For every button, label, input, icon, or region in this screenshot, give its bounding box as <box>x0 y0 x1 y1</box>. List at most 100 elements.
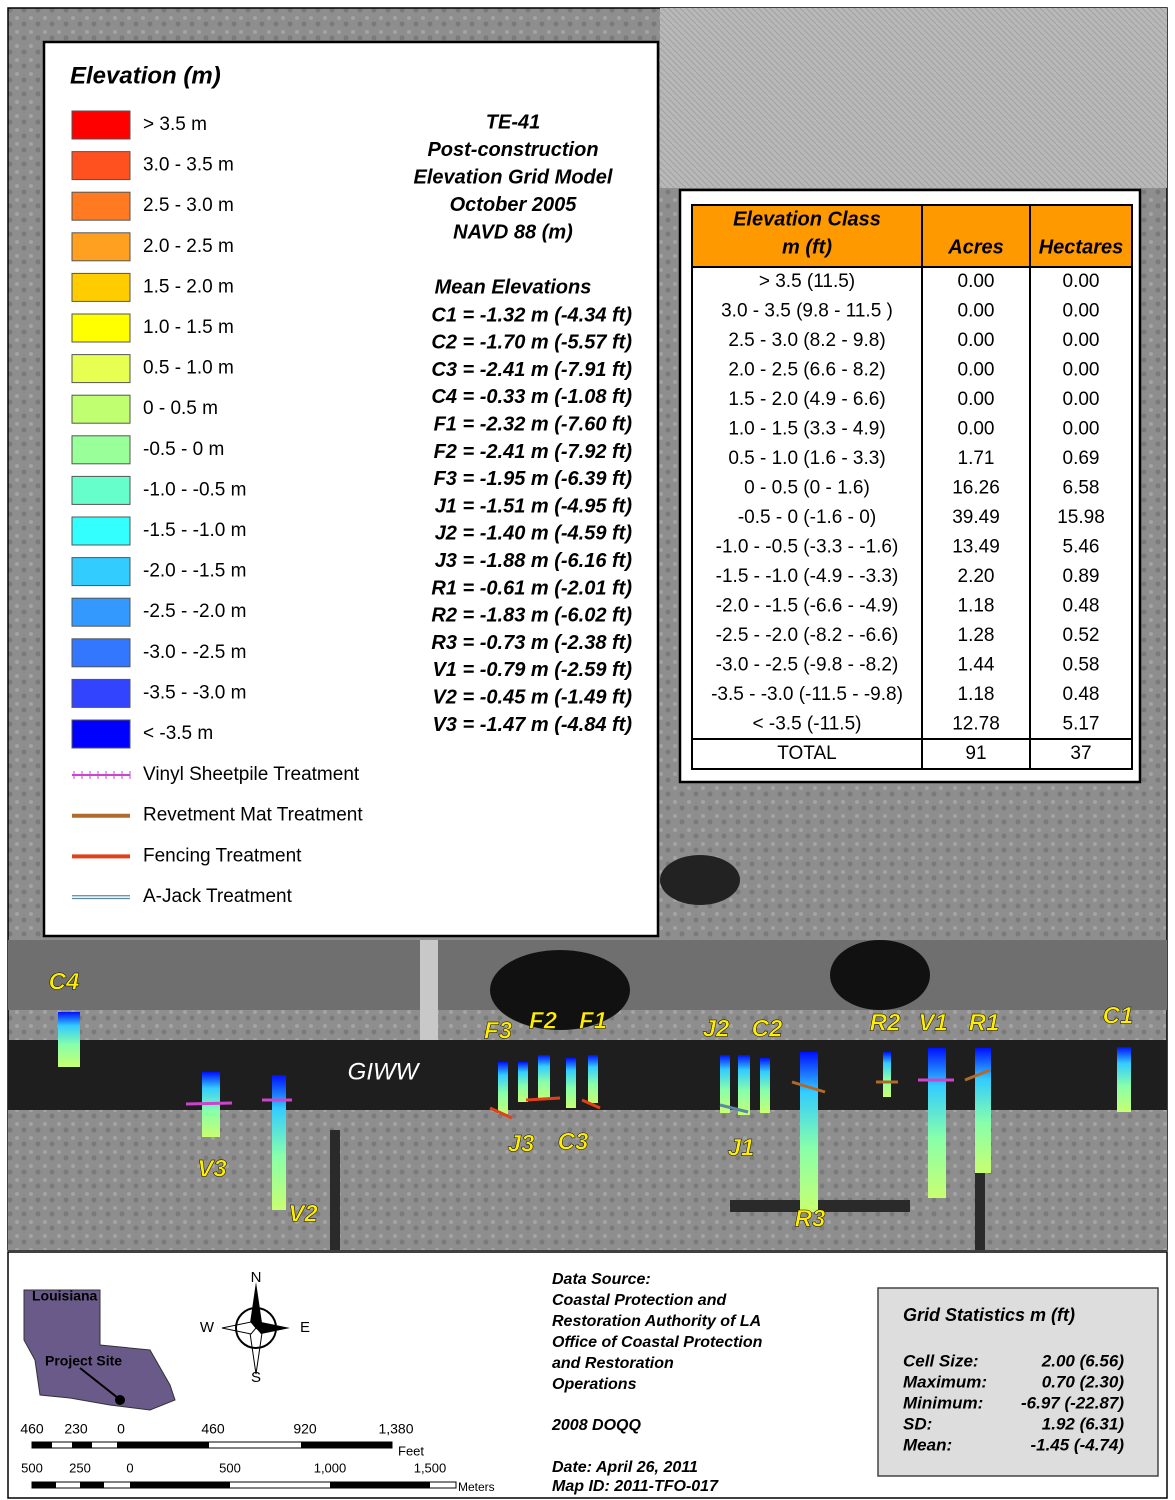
table-cell: > 3.5 (11.5) <box>759 271 855 292</box>
table-cell: 5.46 <box>1063 536 1100 557</box>
table-cell: 2.20 <box>958 566 995 587</box>
legend-label: -1.5 - -1.0 m <box>143 520 246 541</box>
table-cell: 3.0 - 3.5 (9.8 - 11.5 ) <box>721 300 893 321</box>
legend-label: < -3.5 m <box>143 723 213 744</box>
legend-label: 3.0 - 3.5 m <box>143 155 234 176</box>
legend-label: 0.5 - 1.0 m <box>143 358 234 379</box>
elevation-strip <box>975 1048 991 1173</box>
table-cell: 6.58 <box>1063 477 1100 498</box>
scale-label: 500 <box>21 1460 43 1475</box>
table-cell: 15.98 <box>1057 507 1105 528</box>
site-label: C2 <box>752 1015 783 1042</box>
grid-stat-value: -6.97 (-22.87) <box>1021 1393 1124 1412</box>
table-cell: < -3.5 (-11.5) <box>753 713 862 734</box>
mean-elevation: R3 = -0.73 m (-2.38 ft) <box>431 632 632 654</box>
grid-stat-value: 0.70 (2.30) <box>1042 1372 1125 1391</box>
elevation-strip <box>58 1012 80 1067</box>
legend-title: Elevation (m) <box>70 62 221 89</box>
mean-elevation: J3 = -1.88 m (-6.16 ft) <box>435 550 633 572</box>
legend-label: 2.0 - 2.5 m <box>143 236 234 257</box>
site-label: R3 <box>795 1205 826 1232</box>
table-cell: 0.00 <box>958 418 995 439</box>
site-label: C1 <box>1103 1002 1134 1029</box>
legend-line-label: A-Jack Treatment <box>143 886 293 907</box>
table-cell: 0.00 <box>1063 300 1100 321</box>
scale-label: 1,500 <box>414 1460 447 1475</box>
grid-stat-label: Maximum: <box>903 1372 987 1391</box>
grid-stat-label: Mean: <box>903 1435 952 1454</box>
elevation-strip <box>566 1058 576 1108</box>
grid-stat-label: Minimum: <box>903 1393 983 1412</box>
scale-label: 0 <box>126 1460 133 1475</box>
table-cell: 1.44 <box>958 654 995 675</box>
table-cell: 0.89 <box>1063 566 1100 587</box>
compass-letter: W <box>200 1319 215 1336</box>
legend-line-label: Revetment Mat Treatment <box>143 805 363 826</box>
source-line: Coastal Protection and <box>552 1292 727 1309</box>
table-cell: 2.5 - 3.0 (8.2 - 9.8) <box>728 330 885 351</box>
legend-swatch <box>72 598 130 626</box>
table-cell: 16.26 <box>952 477 1000 498</box>
table-header: m (ft) <box>782 236 832 258</box>
source-line: Restoration Authority of LA <box>552 1313 761 1330</box>
site-label: V3 <box>197 1155 227 1182</box>
mean-elevation: C1 = -1.32 m (-4.34 ft) <box>431 304 632 326</box>
site-label: V2 <box>288 1200 318 1227</box>
table-cell: 0.00 <box>958 300 995 321</box>
table-cell: 0 - 0.5 (0 - 1.6) <box>744 477 870 498</box>
mean-elevation: C2 = -1.70 m (-5.57 ft) <box>431 332 632 354</box>
map-title-line: NAVD 88 (m) <box>453 221 573 243</box>
legend-label: 0 - 0.5 m <box>143 398 218 419</box>
scale-unit: Feet <box>398 1443 424 1458</box>
site-label: R2 <box>870 1009 901 1036</box>
legend-swatch <box>72 517 130 545</box>
table-cell: 5.17 <box>1063 713 1100 734</box>
elevation-strip <box>1117 1047 1131 1112</box>
map-title-line: Elevation Grid Model <box>414 166 613 188</box>
elevation-strip <box>883 1052 891 1097</box>
mean-elevation: C3 = -2.41 m (-7.91 ft) <box>431 359 632 381</box>
elevation-strip <box>760 1058 770 1113</box>
grid-stat-value: -1.45 (-4.74) <box>1030 1435 1124 1454</box>
table-cell: 1.28 <box>958 625 995 646</box>
imagery: 2008 DOQQ <box>551 1417 641 1434</box>
legend-label: -2.5 - -2.0 m <box>143 601 246 622</box>
table-cell: 0.48 <box>1063 595 1100 616</box>
site-label: C4 <box>49 968 80 995</box>
site-label: C3 <box>558 1128 589 1155</box>
table-total: TOTAL <box>777 743 836 764</box>
table-header: Hectares <box>1039 236 1124 258</box>
table-cell: 1.18 <box>958 595 995 616</box>
legend-swatch <box>72 639 130 667</box>
mean-elevation: V1 = -0.79 m (-2.59 ft) <box>432 659 632 681</box>
table-cell: 0.00 <box>1063 418 1100 439</box>
table-cell: 0.00 <box>958 359 995 380</box>
table-cell: -0.5 - 0 (-1.6 - 0) <box>738 507 876 528</box>
scale-label: 500 <box>219 1460 241 1475</box>
site-label: J1 <box>728 1134 755 1161</box>
legend-swatch <box>72 273 130 301</box>
legend-label: > 3.5 m <box>143 114 207 135</box>
source-line: Office of Coastal Protection <box>552 1334 763 1351</box>
legend-swatch <box>72 476 130 504</box>
table-total: 91 <box>965 743 986 764</box>
table-cell: 0.00 <box>958 389 995 410</box>
table-cell: 0.5 - 1.0 (1.6 - 3.3) <box>728 448 885 469</box>
legend-line-label: Fencing Treatment <box>143 845 302 866</box>
site-dot <box>115 1395 125 1405</box>
site-label: R1 <box>969 1009 1000 1036</box>
table-cell: 0.00 <box>1063 271 1100 292</box>
table-cell: -3.0 - -2.5 (-9.8 - -8.2) <box>716 654 899 675</box>
legend-swatch <box>72 720 130 748</box>
table-total: 37 <box>1070 743 1091 764</box>
scale-label: 250 <box>69 1460 91 1475</box>
table-cell: 12.78 <box>952 713 1000 734</box>
map-title-line: Post-construction <box>427 139 598 161</box>
table-cell: 1.5 - 2.0 (4.9 - 6.6) <box>728 389 885 410</box>
mean-elevation: V2 = -0.45 m (-1.49 ft) <box>432 686 632 708</box>
site-label: J2 <box>703 1015 730 1042</box>
elevation-strip <box>272 1075 286 1210</box>
table-cell: 1.18 <box>958 684 995 705</box>
table-cell: 0.00 <box>1063 389 1100 410</box>
elevation-strip <box>928 1048 946 1198</box>
